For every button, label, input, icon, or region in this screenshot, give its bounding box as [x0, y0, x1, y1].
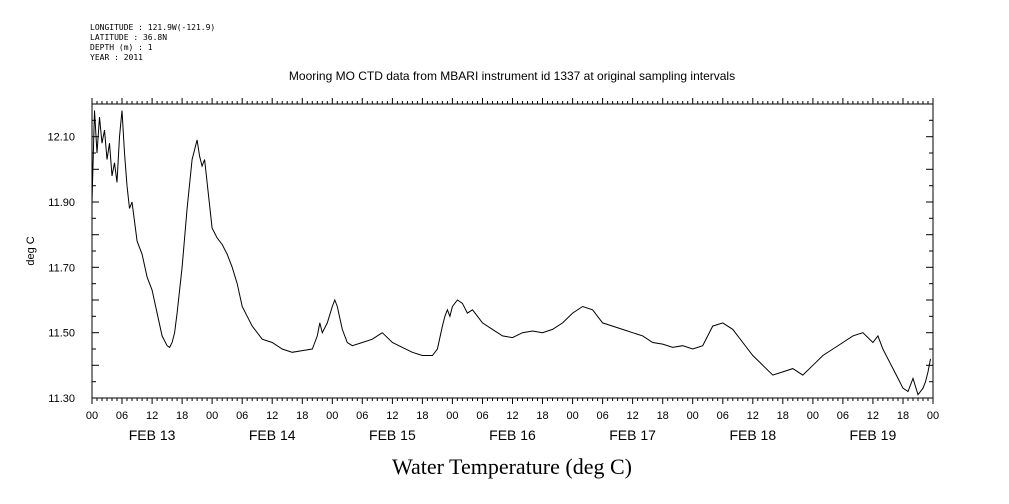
x-tick-label: 00: [326, 410, 338, 422]
y-tick-label: 11.50: [48, 328, 75, 340]
day-label: FEB 15: [369, 427, 416, 443]
x-tick-label: 12: [386, 410, 398, 422]
day-label: FEB 16: [489, 427, 536, 443]
x-tick-label: 06: [837, 410, 849, 422]
y-tick-label: 11.90: [48, 197, 75, 209]
x-tick-label: 18: [536, 410, 548, 422]
x-tick-label: 00: [687, 410, 699, 422]
year-label: YEAR : 2011: [90, 53, 143, 62]
plot-frame: [91, 103, 934, 399]
day-label: FEB 18: [729, 427, 776, 443]
y-tick-labels: 11.30 11.50 11.70 11.90 12.10: [47, 132, 75, 405]
x-tick-label: 12: [146, 410, 158, 422]
x-tick-label: 18: [416, 410, 428, 422]
x-tick-label: 06: [596, 410, 608, 422]
chart-title: Mooring MO CTD data from MBARI instrumen…: [289, 69, 735, 83]
day-label: FEB 17: [609, 427, 656, 443]
depth-label: DEPTH (m) : 1: [90, 43, 153, 52]
x-tick-label: 12: [747, 410, 759, 422]
y-tick-label: 11.30: [48, 393, 75, 405]
day-labels: FEB 13 FEB 14 FEB 15 FEB 16 FEB 17 FEB 18 FEB …: [129, 427, 897, 443]
x-tick-label: 18: [176, 410, 188, 422]
x-tick-label: 18: [897, 410, 909, 422]
y-tick-label: 11.70: [48, 262, 75, 274]
station-metadata: LONGITUDE : 121.9W(-121.9) LATITUDE : 36…: [90, 23, 215, 62]
x-tick-label: 12: [266, 410, 278, 422]
day-label: FEB 14: [249, 427, 296, 443]
x-tick-label: 00: [927, 410, 939, 422]
x-tick-label: 12: [506, 410, 518, 422]
x-tick-label: 06: [717, 410, 729, 422]
y-axis-label: deg C: [25, 236, 37, 265]
x-axis-title: Water Temperature (deg C): [392, 454, 632, 479]
x-tick-labels: 00 06 12 18 00 06 12 18 00 06 12 18 00 06 12 18 00 06 12 18…: [86, 410, 939, 422]
x-tick-label: 12: [626, 410, 638, 422]
x-tick-label: 06: [476, 410, 488, 422]
x-tick-label: 00: [206, 410, 218, 422]
y-tick-label: 12.10: [47, 132, 75, 144]
x-tick-label: 00: [566, 410, 578, 422]
x-tick-label: 12: [867, 410, 879, 422]
day-label: FEB 13: [129, 427, 176, 443]
day-label: FEB 19: [850, 427, 897, 443]
x-tick-label: 06: [116, 410, 128, 422]
x-tick-label: 18: [296, 410, 308, 422]
latitude-label: LATITUDE : 36.8N: [90, 33, 167, 42]
x-tick-label: 06: [236, 410, 248, 422]
x-tick-label: 00: [86, 410, 98, 422]
x-tick-label: 18: [657, 410, 669, 422]
longitude-label: LONGITUDE : 121.9W(-121.9): [90, 23, 215, 32]
x-tick-label: 18: [777, 410, 789, 422]
temperature-series-line: [91, 110, 931, 396]
x-tick-label: 00: [446, 410, 458, 422]
x-tick-label: 06: [356, 410, 368, 422]
axis-ticks: [91, 98, 934, 404]
x-tick-label: 00: [807, 410, 819, 422]
